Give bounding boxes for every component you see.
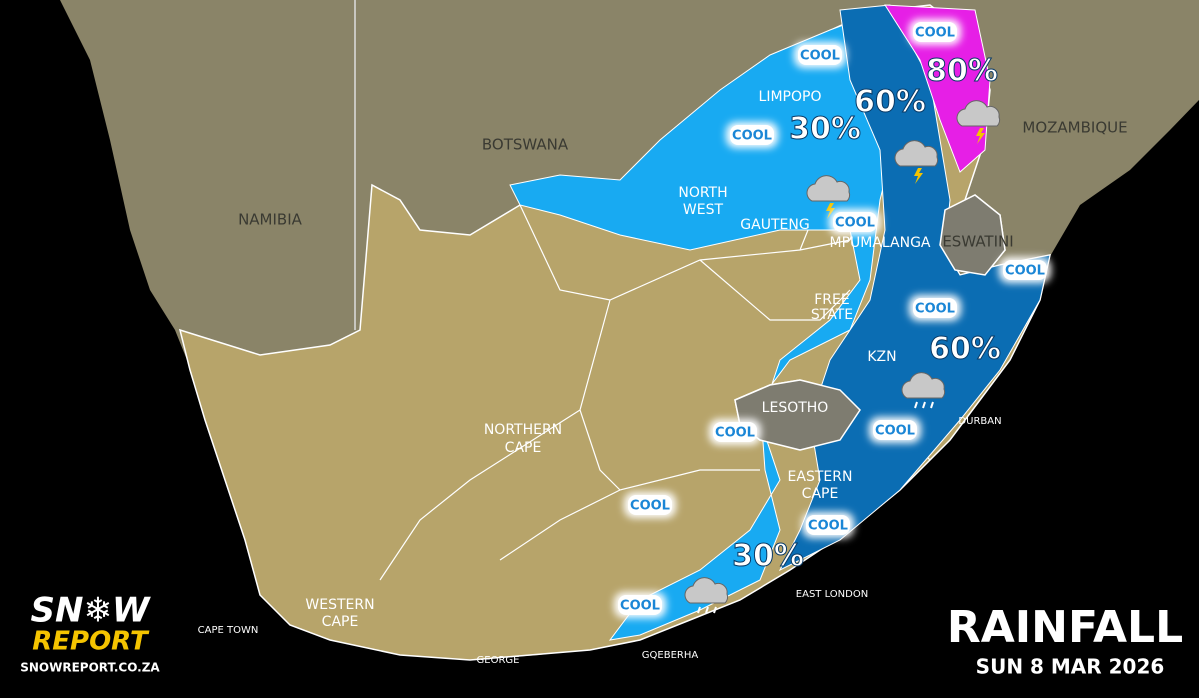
province-label: NORTHERN (484, 422, 562, 438)
rain-chance: 60% (929, 332, 1001, 367)
city-label: DURBAN (958, 416, 1001, 427)
raindrop (922, 401, 926, 409)
province-label: CAPE (322, 614, 359, 630)
city-label: CAPE TOWN (198, 625, 259, 636)
cool-badge (873, 420, 917, 440)
temperature-tag: COOL (1005, 264, 1045, 279)
cool-badge (1003, 260, 1047, 280)
city-label: GEORGE (477, 655, 520, 666)
temperature-tag: COOL (835, 216, 875, 231)
map-title: RAINFALL (947, 602, 1183, 653)
logo-report: REPORT (32, 627, 150, 657)
lightning (826, 203, 835, 219)
lightning (976, 128, 985, 144)
rain-chance: 30% (732, 539, 804, 574)
logo-snow: SN❄W (31, 591, 151, 631)
cool-badge (913, 22, 957, 42)
temperature-tag: COOL (875, 424, 915, 439)
province-label: FREE (814, 292, 849, 308)
weather-icon (956, 100, 1001, 144)
rain-chance: 60% (854, 85, 926, 120)
cool-badge (833, 212, 877, 232)
temperature-tag: COOL (732, 129, 772, 144)
lightning (914, 168, 923, 184)
cool-badge (913, 298, 957, 318)
province-label: EASTERN (788, 469, 853, 485)
weather-icon (806, 175, 851, 219)
province-label: WEST (683, 202, 724, 218)
weather-icon (901, 372, 946, 409)
cloud (901, 372, 946, 399)
weather-icon (684, 577, 729, 614)
map-date: SUN 8 MAR 2026 (976, 655, 1165, 679)
province-label: MPUMALANGA (829, 235, 930, 251)
cool-badge (713, 422, 757, 442)
province-label: NORTH (678, 185, 727, 201)
cloud (956, 100, 1001, 127)
temperature-tag: COOL (800, 49, 840, 64)
rain-chance: 80% (926, 54, 998, 89)
raindrop (914, 401, 918, 409)
cloud (684, 577, 729, 604)
weather-icon (894, 140, 939, 184)
raindrop (697, 606, 701, 614)
province-label: STATE (811, 307, 853, 323)
raindrop (705, 606, 709, 614)
province-label: WESTERN (305, 597, 374, 613)
cool-badge (798, 45, 842, 65)
country-label: ESWATINI (942, 233, 1013, 251)
cool-badge (628, 495, 672, 515)
raindrop (930, 401, 934, 409)
province-label: LIMPOPO (759, 89, 822, 105)
country-label: MOZAMBIQUE (1022, 119, 1127, 137)
country-label: BOTSWANA (482, 136, 569, 154)
province-label: GAUTENG (740, 217, 809, 233)
cool-badge (618, 595, 662, 615)
province-label: CAPE (505, 440, 542, 456)
border (354, 0, 356, 330)
eswatini-top (939, 194, 1006, 276)
province-label: CAPE (802, 486, 839, 502)
logo-url: SNOWREPORT.CO.ZA (20, 661, 160, 675)
province-label: LESOTHO (762, 400, 829, 416)
city-label: GQEBERHA (642, 650, 699, 661)
temperature-tag: COOL (620, 599, 660, 614)
cool-badge (730, 125, 774, 145)
cloud (894, 140, 939, 167)
country-label: NAMIBIA (238, 211, 303, 229)
temperature-tag: COOL (808, 519, 848, 534)
city-label: EAST LONDON (796, 589, 868, 600)
temperature-tag: COOL (715, 426, 755, 441)
temperature-tag: COOL (630, 499, 670, 514)
temperature-tag: COOL (915, 26, 955, 41)
cloud (806, 175, 851, 202)
province-label: KZN (867, 349, 896, 365)
rain-chance: 30% (789, 112, 861, 147)
rain-zone-80 (884, 4, 991, 173)
temperature-tag: COOL (915, 302, 955, 317)
cool-badge (806, 515, 850, 535)
raindrop (713, 606, 717, 614)
